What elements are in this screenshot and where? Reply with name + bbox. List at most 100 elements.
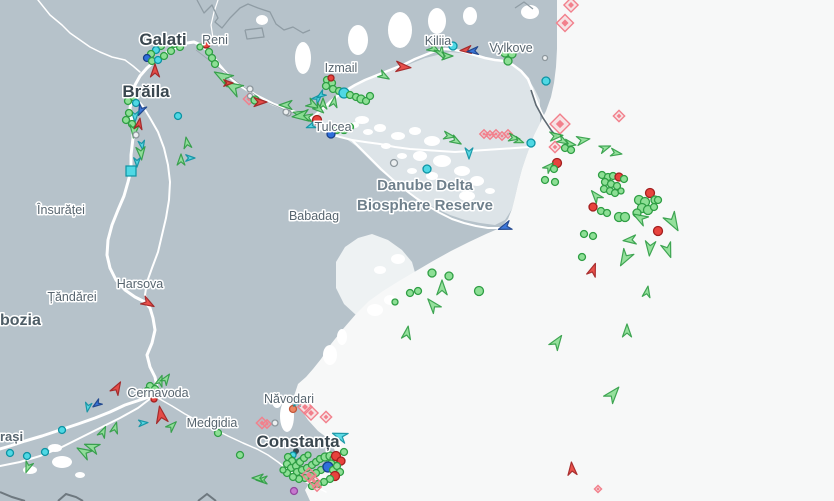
underway-vessel-marker[interactable] — [433, 44, 448, 62]
underway-vessel-marker[interactable] — [185, 154, 196, 162]
stationary-vessel-marker[interactable] — [405, 288, 415, 298]
stationary-vessel-marker[interactable] — [422, 164, 432, 174]
stationary-vessel-marker[interactable] — [166, 46, 176, 56]
navigation-aid-marker[interactable] — [300, 466, 318, 484]
stationary-vessel-marker[interactable] — [427, 268, 437, 278]
underway-vessel-marker[interactable] — [436, 279, 448, 296]
stationary-vessel-marker[interactable] — [213, 428, 223, 438]
stationary-vessel-marker[interactable] — [282, 108, 290, 116]
stationary-vessel-marker[interactable] — [617, 187, 625, 195]
stationary-vessel-marker[interactable] — [526, 138, 536, 148]
stationary-vessel-marker[interactable] — [413, 286, 423, 296]
underway-vessel-marker[interactable] — [133, 157, 141, 168]
underway-vessel-marker[interactable] — [278, 99, 293, 111]
underway-vessel-marker[interactable] — [395, 60, 412, 73]
underway-vessel-marker[interactable] — [159, 372, 173, 387]
underway-vessel-marker[interactable] — [441, 51, 454, 61]
stationary-vessel-marker[interactable] — [5, 448, 15, 458]
stationary-vessel-marker[interactable] — [503, 56, 513, 66]
underway-vessel-marker[interactable] — [662, 210, 684, 234]
underway-vessel-marker[interactable] — [315, 89, 327, 101]
stationary-vessel-marker[interactable] — [327, 74, 335, 82]
stationary-vessel-marker[interactable] — [246, 92, 254, 100]
underway-vessel-marker[interactable] — [548, 332, 566, 352]
stationary-vessel-marker[interactable] — [345, 122, 355, 132]
stationary-vessel-marker[interactable] — [577, 252, 587, 262]
stationary-vessel-marker[interactable] — [142, 386, 152, 396]
underway-vessel-marker[interactable] — [609, 147, 623, 158]
stationary-vessel-marker[interactable] — [131, 98, 141, 108]
underway-vessel-marker[interactable] — [331, 428, 349, 444]
stationary-vessel-marker[interactable] — [326, 129, 336, 139]
underway-vessel-marker[interactable] — [293, 396, 301, 407]
stationary-vessel-marker[interactable] — [271, 419, 279, 427]
stationary-vessel-marker[interactable] — [391, 298, 399, 306]
underway-vessel-marker[interactable] — [182, 136, 193, 150]
navigation-aid-marker[interactable] — [319, 410, 333, 424]
stationary-vessel-marker[interactable] — [550, 177, 560, 187]
stationary-vessel-marker[interactable] — [444, 271, 454, 281]
underway-vessel-marker[interactable] — [149, 63, 161, 78]
underway-vessel-marker[interactable] — [109, 421, 120, 435]
underway-vessel-marker[interactable] — [449, 134, 464, 147]
navigation-aid-marker[interactable] — [562, 0, 580, 14]
stationary-vessel-marker[interactable] — [173, 111, 183, 121]
underway-vessel-marker[interactable] — [311, 102, 327, 116]
navigation-aid-marker[interactable] — [302, 404, 320, 422]
stationary-vessel-marker[interactable] — [619, 211, 631, 223]
stationary-vessel-marker[interactable] — [588, 202, 598, 212]
underway-vessel-marker[interactable] — [588, 188, 604, 205]
underway-vessel-marker[interactable] — [556, 134, 571, 147]
stationary-vessel-marker[interactable] — [507, 49, 517, 59]
stationary-vessel-marker[interactable] — [473, 285, 485, 297]
underway-vessel-marker[interactable] — [432, 40, 442, 47]
underway-vessel-marker[interactable] — [621, 323, 633, 338]
underway-vessel-marker[interactable] — [96, 425, 109, 439]
stationary-vessel-marker[interactable] — [210, 59, 220, 69]
underway-vessel-marker[interactable] — [497, 220, 513, 234]
stationary-vessel-marker[interactable] — [448, 41, 458, 51]
underway-vessel-marker[interactable] — [549, 131, 564, 142]
stationary-vessel-marker[interactable] — [602, 208, 612, 218]
underway-vessel-marker[interactable] — [253, 96, 268, 108]
stationary-vessel-marker[interactable] — [588, 231, 598, 241]
underway-vessel-marker[interactable] — [176, 153, 186, 166]
station-marker[interactable] — [125, 165, 137, 177]
underway-vessel-marker[interactable] — [641, 285, 652, 299]
stationary-vessel-marker[interactable] — [365, 91, 375, 101]
navigation-aid-marker[interactable] — [296, 398, 314, 416]
underway-vessel-marker[interactable] — [542, 160, 556, 174]
underway-vessel-marker[interactable] — [291, 108, 310, 123]
stationary-vessel-marker[interactable] — [549, 164, 559, 174]
underway-vessel-marker[interactable] — [464, 147, 474, 160]
underway-vessel-marker[interactable] — [400, 325, 412, 341]
underway-vessel-marker[interactable] — [84, 401, 93, 413]
underway-vessel-marker[interactable] — [74, 443, 94, 461]
underway-vessel-marker[interactable] — [137, 419, 149, 428]
stationary-vessel-marker[interactable] — [304, 451, 312, 459]
underway-vessel-marker[interactable] — [442, 130, 456, 141]
stationary-vessel-marker[interactable] — [150, 395, 158, 403]
underway-vessel-marker[interactable] — [165, 419, 179, 433]
navigation-aid-marker[interactable] — [549, 113, 571, 135]
stationary-vessel-marker[interactable] — [649, 202, 659, 212]
navigation-aid-marker[interactable] — [261, 418, 273, 430]
underway-vessel-marker[interactable] — [615, 247, 635, 268]
stationary-vessel-marker[interactable] — [652, 225, 664, 237]
stationary-vessel-marker[interactable] — [541, 54, 549, 62]
stationary-vessel-marker[interactable] — [653, 195, 663, 205]
stationary-vessel-marker[interactable] — [540, 175, 550, 185]
stationary-vessel-marker[interactable] — [541, 76, 551, 86]
underway-vessel-marker[interactable] — [135, 103, 148, 117]
underway-vessel-marker[interactable] — [109, 380, 124, 397]
stationary-vessel-marker[interactable] — [159, 51, 169, 61]
stationary-vessel-marker[interactable] — [153, 55, 163, 65]
underway-vessel-marker[interactable] — [133, 117, 144, 131]
stationary-vessel-marker[interactable] — [132, 131, 140, 139]
stationary-vessel-marker[interactable] — [246, 85, 254, 93]
stationary-vessel-marker[interactable] — [175, 42, 185, 52]
underway-vessel-marker[interactable] — [377, 69, 392, 82]
stationary-vessel-marker[interactable] — [196, 43, 204, 51]
underway-vessel-marker[interactable] — [135, 146, 146, 161]
underway-vessel-marker[interactable] — [221, 76, 245, 98]
